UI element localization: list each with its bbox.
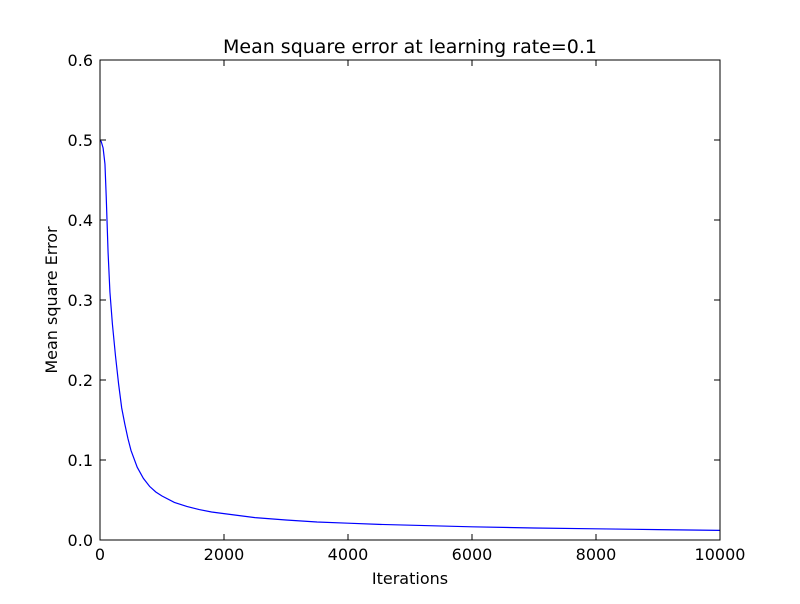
x-tick-label: 6000 xyxy=(452,545,493,564)
chart-title: Mean square error at learning rate=0.1 xyxy=(223,36,597,58)
x-axis-label: Iterations xyxy=(372,569,448,588)
plot-area: 0 2000 4000 6000 8000 10000 0.0 0.1 0.2 0.3 0.4 0.5… xyxy=(68,51,746,564)
y-tick-label: 0.5 xyxy=(68,131,93,150)
y-tick-label: 0.1 xyxy=(68,451,93,470)
axes-frame xyxy=(99,59,721,541)
y-tick-label: 0.2 xyxy=(68,371,93,390)
y-tick-label: 0.4 xyxy=(68,211,93,230)
y-tick-label: 0.0 xyxy=(68,531,93,550)
y-axis-label: Mean square Error xyxy=(42,226,61,374)
x-tick-label: 2000 xyxy=(204,545,245,564)
x-tick-label: 4000 xyxy=(328,545,369,564)
series-line-0 xyxy=(99,139,721,531)
y-tick-label: 0.6 xyxy=(68,51,93,70)
x-tick-label: 10000 xyxy=(695,545,746,564)
x-tick-label: 8000 xyxy=(576,545,617,564)
x-tick-label: 0 xyxy=(95,545,105,564)
y-tick-label: 0.3 xyxy=(68,291,93,310)
